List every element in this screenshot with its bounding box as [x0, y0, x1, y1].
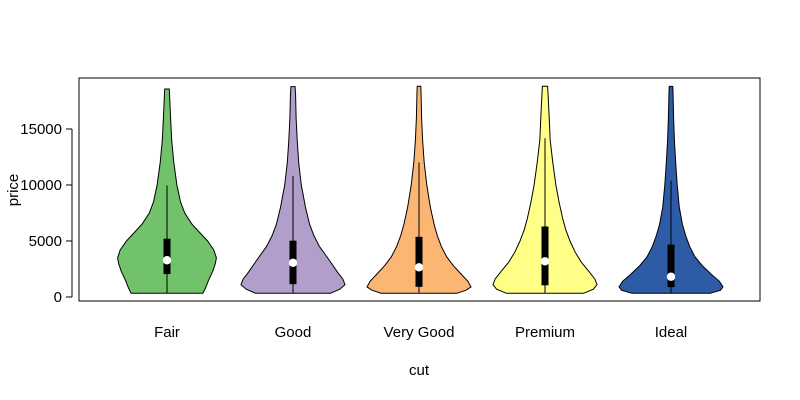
violin-iqr-box — [541, 226, 549, 286]
violins-group — [117, 85, 724, 294]
violin-median-point — [288, 258, 298, 268]
violin-median-point — [414, 263, 424, 272]
y-tick-label: 10000 — [20, 177, 62, 194]
y-tick-label: 0 — [54, 289, 62, 306]
x-tick-label: Very Good — [384, 324, 455, 341]
y-tick-label: 15000 — [20, 121, 62, 138]
violin-median-point — [162, 256, 172, 265]
x-axis-label: cut — [409, 362, 430, 379]
violin-median-point — [666, 272, 676, 281]
violin-good — [240, 86, 346, 294]
violin-very-good — [366, 85, 472, 294]
x-tick-label: Ideal — [655, 324, 688, 341]
x-axis: Fair Good Very Good Premium Ideal — [154, 324, 687, 341]
y-axis: 0 5000 10000 15000 — [20, 121, 73, 306]
x-tick-label: Premium — [515, 324, 575, 341]
y-axis-label: price — [5, 174, 22, 207]
violin-premium — [492, 85, 598, 294]
x-tick-label: Fair — [154, 324, 180, 341]
plot-frame — [78, 77, 761, 302]
violin-median-point — [540, 257, 550, 266]
violin-fair — [117, 88, 217, 294]
x-tick-label: Good — [275, 324, 312, 341]
violin-iqr-box — [415, 236, 423, 287]
y-tick-label: 5000 — [29, 233, 62, 250]
violin-ideal — [618, 85, 724, 294]
violin-iqr-box — [667, 244, 675, 288]
